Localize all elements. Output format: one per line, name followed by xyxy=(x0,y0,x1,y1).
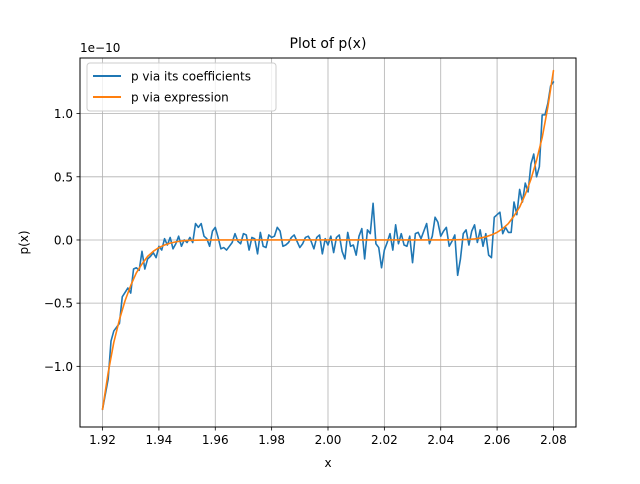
y-axis-label: p(x) xyxy=(17,230,31,254)
x-tick-label: 1.94 xyxy=(146,433,173,447)
x-tick-label: 2.02 xyxy=(371,433,398,447)
series-line-expression xyxy=(101,69,555,411)
x-tick-label: 1.96 xyxy=(202,433,229,447)
legend-label-coefficients: p via its coefficients xyxy=(131,70,251,84)
y-tick-label: 0.5 xyxy=(54,170,73,184)
ticks: 1.92 1.94 1.96 1.98 2.00 2.02 2.04 2.06 2.08 −1.0… xyxy=(44,107,567,447)
x-tick-label: 2.04 xyxy=(427,433,454,447)
x-tick-label: 1.98 xyxy=(258,433,285,447)
legend: p via its coefficients p via expression xyxy=(86,62,277,112)
legend-box xyxy=(86,62,277,112)
y-tick-label: 0.0 xyxy=(54,233,73,247)
grid xyxy=(80,58,576,427)
x-axis-label: x xyxy=(324,456,331,470)
x-tick-label: 2.08 xyxy=(540,433,567,447)
y-tick-label: −0.5 xyxy=(44,297,73,311)
x-tick-label: 2.06 xyxy=(484,433,511,447)
chart-title: Plot of p(x) xyxy=(290,36,367,52)
y-tick-label: 1.0 xyxy=(54,107,73,121)
y-axis-offset-label: 1e−10 xyxy=(80,41,120,55)
x-tick-label: 2.00 xyxy=(315,433,342,447)
y-tick-label: −1.0 xyxy=(44,360,73,374)
legend-label-expression: p via expression xyxy=(131,91,229,105)
series-layer xyxy=(101,69,555,411)
x-tick-label: 1.92 xyxy=(89,433,116,447)
